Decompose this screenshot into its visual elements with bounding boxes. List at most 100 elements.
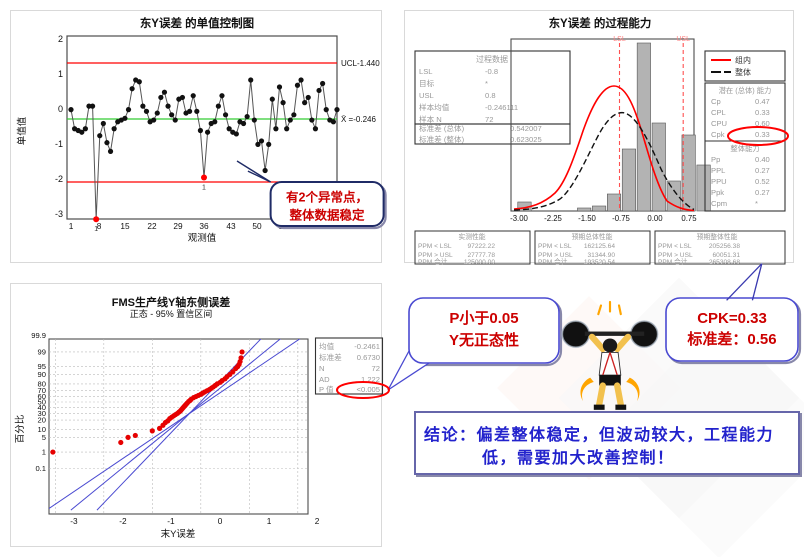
svg-text:1: 1 — [69, 221, 74, 231]
svg-text:实测性能: 实测性能 — [458, 232, 485, 241]
svg-text:0.33: 0.33 — [755, 130, 770, 139]
svg-text:PPL: PPL — [711, 166, 725, 175]
svg-text:Pp: Pp — [711, 155, 720, 164]
svg-text:标准差 (整体): 标准差 (整体) — [419, 134, 465, 144]
svg-text:0.542007: 0.542007 — [510, 124, 542, 133]
svg-text:LSL: LSL — [613, 36, 626, 43]
svg-text:CPK=0.33: CPK=0.33 — [697, 310, 767, 327]
svg-text:36: 36 — [199, 221, 209, 231]
svg-text:单值值: 单值值 — [16, 116, 28, 145]
svg-text:UCL-1.440: UCL-1.440 — [341, 59, 380, 68]
svg-text:PPM 合计: PPM 合计 — [538, 257, 568, 266]
svg-text:0: 0 — [218, 516, 223, 526]
svg-text:-0.75: -0.75 — [612, 214, 630, 223]
svg-text:205256.38: 205256.38 — [709, 243, 741, 250]
svg-text:50: 50 — [252, 221, 262, 231]
svg-text:1: 1 — [94, 226, 98, 233]
svg-text:29: 29 — [173, 221, 183, 231]
svg-text:AD: AD — [319, 375, 330, 384]
svg-text:Cpm: Cpm — [711, 199, 727, 208]
svg-text:观测值: 观测值 — [188, 232, 217, 244]
svg-text:162125.64: 162125.64 — [584, 243, 616, 250]
svg-text:东Y误差 的过程能力: 东Y误差 的过程能力 — [549, 16, 652, 30]
svg-text:99.9: 99.9 — [31, 331, 46, 340]
svg-text:预期整体性能: 预期整体性能 — [697, 232, 738, 241]
svg-text:Cpk: Cpk — [711, 130, 725, 139]
svg-text:PPM 合计: PPM 合计 — [658, 257, 688, 266]
svg-text:22: 22 — [147, 221, 157, 231]
svg-text:过程数据: 过程数据 — [476, 54, 508, 64]
svg-text:90: 90 — [38, 370, 46, 379]
svg-text:-0.8: -0.8 — [485, 67, 498, 76]
svg-text:组内: 组内 — [735, 55, 751, 65]
svg-text:27777.78: 27777.78 — [467, 252, 495, 259]
svg-text:Y无正态性: Y无正态性 — [449, 331, 519, 349]
svg-text:样本 N: 样本 N — [419, 114, 442, 124]
svg-text:0.52: 0.52 — [755, 177, 770, 186]
svg-text:PPM < LSL: PPM < LSL — [538, 243, 572, 250]
svg-text:5: 5 — [42, 433, 46, 442]
svg-text:193520.54: 193520.54 — [584, 259, 616, 266]
svg-text:-3.00: -3.00 — [510, 214, 528, 223]
svg-text:正态 - 95% 置信区间: 正态 - 95% 置信区间 — [130, 308, 213, 319]
svg-text:结论：偏差整体稳定，但波动较大，工程能力: 结论：偏差整体稳定，但波动较大，工程能力 — [423, 425, 774, 444]
svg-text:末Y误差: 末Y误差 — [161, 528, 196, 540]
svg-text:43: 43 — [226, 221, 236, 231]
svg-text:PPM < LSL: PPM < LSL — [418, 243, 452, 250]
svg-text:0.47: 0.47 — [755, 97, 770, 106]
svg-text:样本均值: 样本均值 — [419, 102, 450, 112]
svg-text:标准差 (总体): 标准差 (总体) — [419, 123, 465, 133]
svg-text:东Y误差 的单值控制图: 东Y误差 的单值控制图 — [140, 16, 254, 30]
svg-text:-1.50: -1.50 — [578, 214, 596, 223]
svg-text:整体: 整体 — [735, 67, 751, 77]
svg-text:P 值: P 值 — [319, 384, 334, 394]
svg-text:-3: -3 — [55, 209, 63, 219]
svg-text:265308.68: 265308.68 — [709, 259, 741, 266]
svg-text:60051.31: 60051.31 — [712, 252, 740, 259]
svg-text:0.40: 0.40 — [755, 155, 770, 164]
svg-text:99: 99 — [38, 347, 46, 356]
svg-text:0.623025: 0.623025 — [510, 135, 542, 144]
svg-text:N: N — [319, 364, 324, 373]
svg-text:-3: -3 — [70, 516, 78, 526]
svg-text:PPM > USL: PPM > USL — [538, 252, 573, 259]
svg-text:均值: 均值 — [319, 341, 335, 351]
svg-text:97222.22: 97222.22 — [467, 243, 495, 250]
svg-text:Ppk: Ppk — [711, 188, 724, 197]
svg-text:0.33: 0.33 — [755, 108, 770, 117]
svg-text:整体数据稳定: 整体数据稳定 — [289, 208, 365, 223]
svg-text:CPU: CPU — [711, 119, 727, 128]
svg-text:PPM > USL: PPM > USL — [658, 252, 693, 259]
svg-text:PPM 合计: PPM 合计 — [418, 257, 448, 266]
svg-text:标准差：0.56: 标准差：0.56 — [686, 330, 776, 348]
svg-text:1: 1 — [267, 516, 272, 526]
svg-text:31344.90: 31344.90 — [587, 252, 615, 259]
svg-text:-1: -1 — [55, 139, 63, 149]
svg-text:-2: -2 — [55, 174, 63, 184]
svg-text:0.6730: 0.6730 — [357, 353, 380, 362]
svg-text:1: 1 — [58, 69, 63, 79]
svg-text:PPU: PPU — [711, 177, 727, 186]
svg-text:<0.005: <0.005 — [357, 385, 380, 394]
svg-text:目标: 目标 — [419, 78, 435, 88]
svg-text:PPM < LSL: PPM < LSL — [658, 243, 692, 250]
svg-text:125000.00: 125000.00 — [464, 259, 496, 266]
svg-text:0.00: 0.00 — [647, 214, 663, 223]
svg-text:0.27: 0.27 — [755, 188, 770, 197]
svg-text:Cp: Cp — [711, 97, 721, 106]
svg-text:-0.246111: -0.246111 — [485, 103, 518, 112]
svg-text:预期总体性能: 预期总体性能 — [572, 232, 613, 241]
svg-text:20: 20 — [38, 416, 46, 425]
svg-text:*: * — [755, 199, 758, 208]
svg-text:标准差: 标准差 — [319, 352, 342, 362]
svg-text:-2: -2 — [119, 516, 127, 526]
svg-text:低，需要加大改善控制！: 低，需要加大改善控制！ — [481, 448, 675, 467]
svg-text:USL: USL — [419, 91, 434, 100]
svg-text:USL: USL — [676, 36, 690, 43]
svg-text:FMS生产线Y轴东侧误差: FMS生产线Y轴东侧误差 — [112, 295, 231, 309]
svg-text:LSL: LSL — [419, 67, 433, 76]
svg-text:有2个异常点，: 有2个异常点， — [286, 190, 368, 205]
svg-text:PPM > USL: PPM > USL — [418, 252, 453, 259]
svg-text:2: 2 — [58, 34, 63, 44]
svg-text:-1: -1 — [167, 516, 175, 526]
